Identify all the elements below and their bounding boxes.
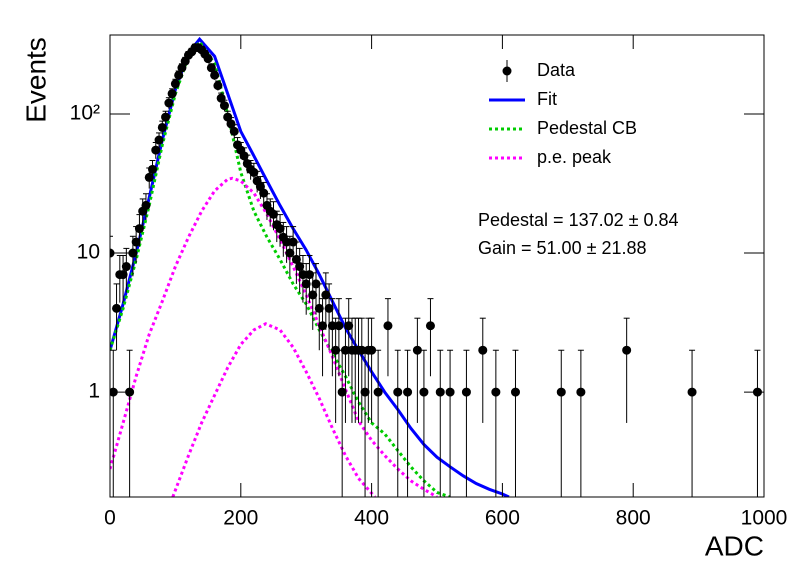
legend-label: Pedestal CB [537,118,637,138]
x-tick-label: 600 [485,507,520,530]
data-point [510,387,520,397]
data-point [134,224,144,234]
x-tick-label: 800 [616,507,651,530]
data-point [435,387,445,397]
legend-label: p.e. peak [537,147,612,167]
annotation: Gain = 51.00 ± 21.88 [478,238,647,258]
data-point [229,126,239,136]
data-point [295,262,305,272]
data-point [298,270,308,280]
legend-label: Data [537,60,576,80]
data-point [373,387,383,397]
y-axis-label: Events [20,37,51,123]
data-point [157,122,167,132]
data-point [219,101,229,111]
data-point [337,387,347,397]
y-tick-label: 1 [88,380,100,403]
data-point [154,135,164,145]
data-point [301,279,311,289]
data-point [151,145,161,155]
data-point [357,345,367,355]
data-point [288,237,298,247]
x-tick-label: 1000 [741,507,788,530]
data-point [206,63,216,73]
data-point [308,290,318,300]
data-point [478,345,488,355]
data-point [425,321,435,331]
data-point [210,70,220,80]
y-tick-label: 10 [77,241,100,264]
data-point [291,254,301,264]
x-tick-label: 400 [354,507,389,530]
data-point [687,387,697,397]
data-point [167,89,177,99]
data-point [556,387,566,397]
data-point [304,270,314,280]
data-point [576,387,586,397]
data-point [285,248,295,258]
data-point [419,387,429,397]
data-point [383,321,393,331]
data-point [491,387,501,397]
data-point [360,387,370,397]
data-point [282,237,292,247]
data-point [314,303,324,313]
data-point [445,387,455,397]
data-point [311,279,321,289]
data-point [174,70,184,80]
data-point [275,224,285,234]
x-axis-label: ADC [705,530,764,561]
data-point [249,167,259,177]
data-point [367,345,377,355]
data-point [131,237,141,247]
data-point [164,98,174,108]
data-point [118,270,128,280]
data-point [161,112,171,122]
frame [109,34,765,498]
data-point [327,321,337,331]
data-point [141,200,151,210]
y-tick-label: 10² [70,102,100,125]
data-point [331,345,341,355]
legend-label: Fit [537,89,557,109]
data-point [461,387,471,397]
data-point [170,79,180,89]
data-point [324,303,334,313]
data-point [203,54,213,64]
data-point [144,172,154,182]
data-point [321,290,331,300]
data-point [340,345,350,355]
data-point [128,248,138,258]
data-point [393,387,403,397]
data-point [239,151,249,161]
data-point [318,321,328,331]
data-point [412,345,422,355]
data-point [121,262,131,272]
legend-symbol [502,66,512,76]
data-point [177,63,187,73]
data-point [269,209,278,219]
x-tick-label: 0 [104,507,116,530]
data-point [223,112,233,122]
data-point [213,81,223,91]
data-point [148,164,158,174]
annotation: Pedestal = 137.02 ± 0.84 [478,210,679,230]
data-point [112,303,122,313]
data-point [226,119,236,129]
data-point [622,345,632,355]
data-point [403,387,413,397]
x-tick-label: 200 [223,507,258,530]
data-point [344,321,354,331]
data-point [259,188,269,198]
data-point [334,321,344,331]
plot-area [110,36,762,497]
